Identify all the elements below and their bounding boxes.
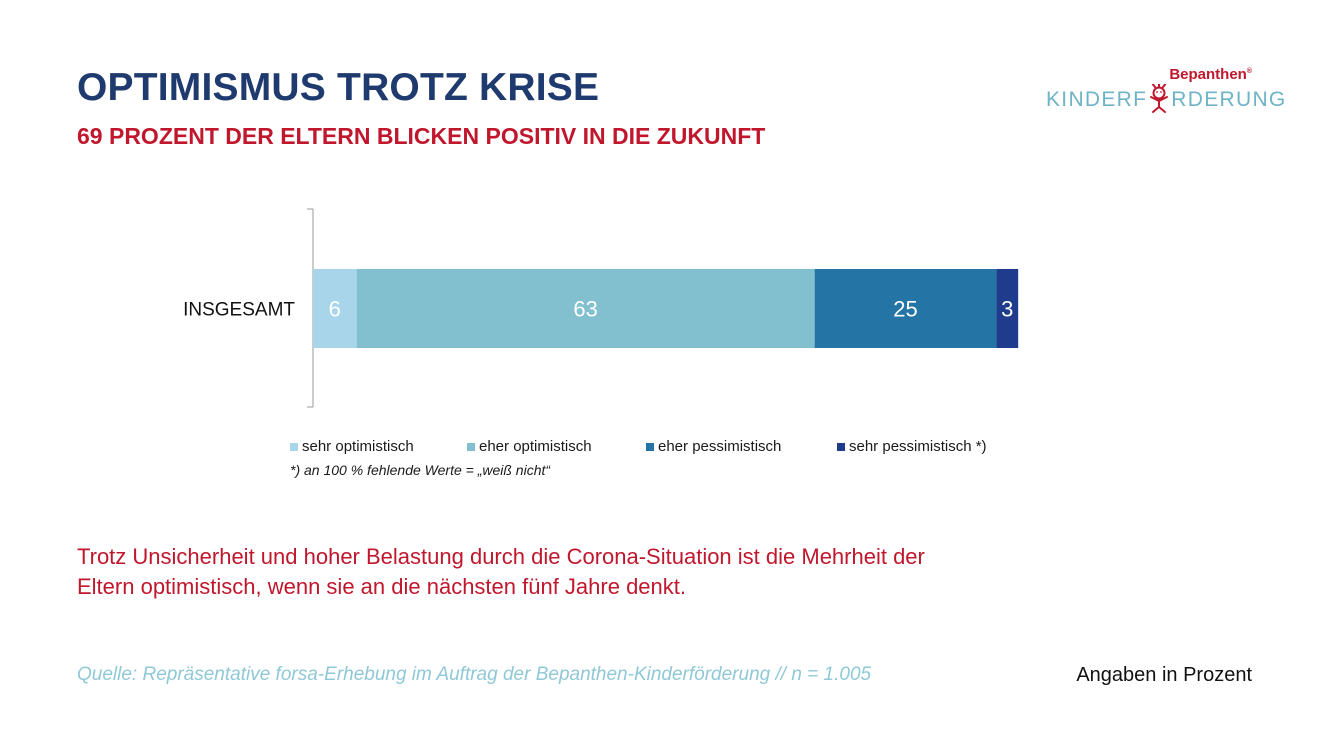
chart-category-labels: INSGESAMT (183, 300, 295, 321)
legend-swatch (646, 442, 654, 451)
child-mascot-icon (1150, 83, 1169, 113)
chart-footnote: *) an 100 % fehlende Werte = „weiß nicht… (290, 462, 551, 478)
units-note: Angaben in Prozent (1076, 664, 1252, 686)
legend-swatch (290, 442, 298, 451)
legend-item: eher pessimistisch (646, 438, 837, 455)
legend-label: sehr optimistisch (302, 438, 414, 455)
conclusion-line: Trotz Unsicherheit und hoher Belastung d… (77, 544, 925, 569)
bar-segment-3 (814, 269, 997, 348)
legend-swatch (837, 442, 845, 451)
logo-brand-mark: ® (1246, 68, 1252, 75)
legend-swatch (467, 442, 475, 451)
legend-label: eher pessimistisch (658, 438, 782, 455)
legend-label: eher optimistisch (479, 438, 592, 455)
bar-data-label: 6 (329, 297, 341, 322)
logo-brand-name: Bepanthen (1169, 66, 1247, 83)
bar-segment-2 (356, 269, 815, 348)
source-note: Quelle: Repräsentative forsa-Erhebung im… (77, 664, 872, 685)
slide-title: OPTIMISMUS TROTZ KRISE (77, 66, 600, 109)
legend-item: sehr optimistisch (290, 438, 467, 455)
category-label: INSGESAMT (183, 300, 295, 321)
conclusion-line: Eltern optimistisch, wenn sie an die näc… (77, 574, 687, 599)
legend-item: eher optimistisch (467, 438, 646, 455)
logo-brand: Bepanthen® (1169, 66, 1252, 83)
bar-data-label: 25 (893, 297, 917, 322)
slide-subtitle: 69 PROZENT DER ELTERN BLICKEN POSITIV IN… (77, 123, 766, 149)
logo-program-start: KINDERF (1046, 88, 1148, 111)
brand-logo: Bepanthen® KINDERF RDERUNG (1040, 62, 1285, 118)
bar-data-label: 63 (573, 297, 597, 322)
chart-legend: sehr optimistisch eher optimistisch eher p… (290, 438, 1017, 455)
bar-segment-1 (313, 269, 357, 348)
logo-program: KINDERF RDERUNG (1046, 83, 1287, 114)
legend-label: sehr pessimistisch *) (849, 438, 987, 455)
bar-data-label: 3 (1001, 297, 1013, 322)
conclusion-text: Trotz Unsicherheit und hoher Belastung d… (77, 542, 1077, 602)
legend-item: sehr pessimistisch *) (837, 438, 1017, 455)
chart-bars: 6 63 25 3 (313, 269, 1019, 348)
logo-program-end: RDERUNG (1171, 88, 1287, 111)
bar-segment-4 (996, 269, 1019, 348)
